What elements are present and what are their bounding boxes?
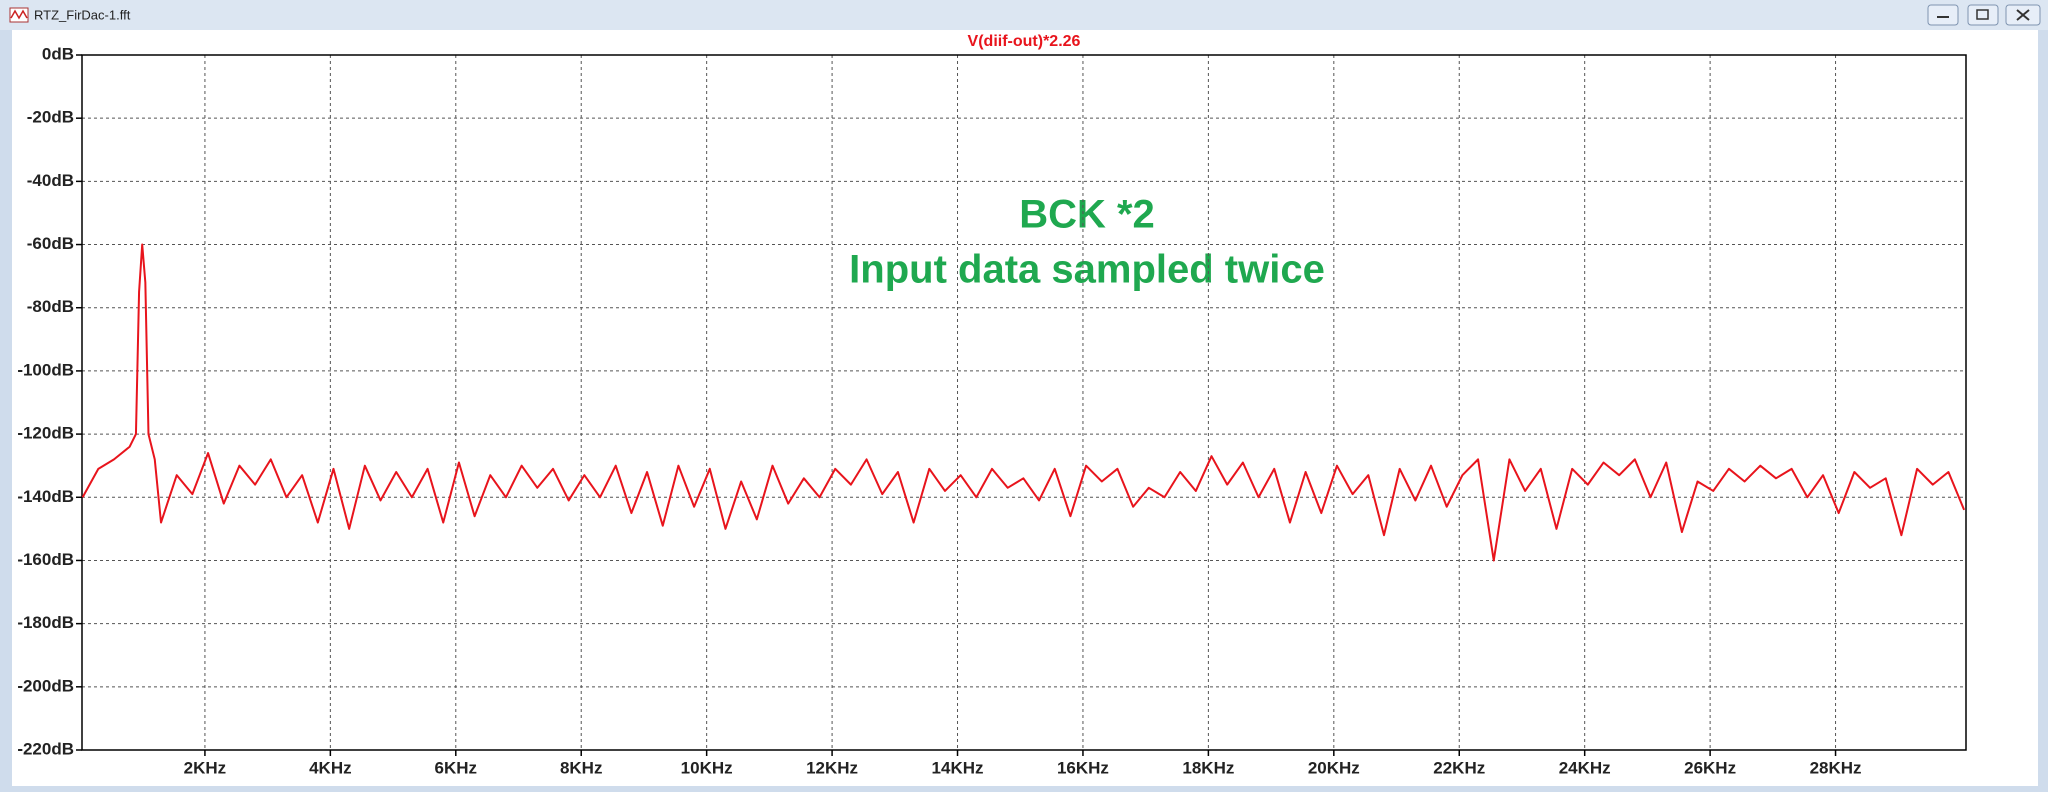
x-tick-label: 28KHz (1810, 758, 1862, 777)
y-tick-label: -180dB (17, 613, 74, 632)
app-icon (9, 7, 29, 23)
y-tick-label: -200dB (17, 676, 74, 695)
title-bar (0, 0, 2048, 30)
y-tick-label: -20dB (27, 108, 74, 127)
x-tick-label: 2KHz (184, 758, 227, 777)
restore-button[interactable] (1967, 4, 1999, 26)
x-tick-label: 20KHz (1308, 758, 1360, 777)
y-tick-label: -80dB (27, 297, 74, 316)
y-tick-label: -140dB (17, 487, 74, 506)
x-tick-label: 24KHz (1559, 758, 1611, 777)
x-tick-label: 10KHz (681, 758, 733, 777)
x-tick-label: 16KHz (1057, 758, 1109, 777)
y-tick-label: -160dB (17, 550, 74, 569)
x-tick-label: 12KHz (806, 758, 858, 777)
close-button[interactable] (2005, 4, 2041, 26)
annotation: BCK *2 (1019, 193, 1155, 237)
x-tick-label: 22KHz (1433, 758, 1485, 777)
trace-name: V(diif-out)*2.26 (968, 33, 1081, 50)
plot-border (81, 54, 1967, 751)
window-title: RTZ_FirDac-1.fft (34, 7, 131, 22)
x-tick-label: 6KHz (435, 758, 478, 777)
minimize-button[interactable] (1927, 4, 1959, 26)
x-tick-label: 18KHz (1182, 758, 1234, 777)
y-tick-label: -120dB (17, 424, 74, 443)
x-tick-label: 8KHz (560, 758, 603, 777)
y-tick-label: -220dB (17, 739, 74, 758)
y-tick-label: -40dB (27, 171, 74, 190)
y-tick-label: 0dB (42, 44, 74, 63)
trace-line (81, 243, 1966, 562)
x-tick-label: 26KHz (1684, 758, 1736, 777)
plot-pane (12, 30, 2038, 786)
annotation: Input data sampled twice (849, 248, 1325, 292)
y-tick-label: -60dB (27, 234, 74, 253)
x-tick-label: 4KHz (309, 758, 352, 777)
y-tick-label: -100dB (17, 360, 74, 379)
x-tick-label: 14KHz (932, 758, 984, 777)
